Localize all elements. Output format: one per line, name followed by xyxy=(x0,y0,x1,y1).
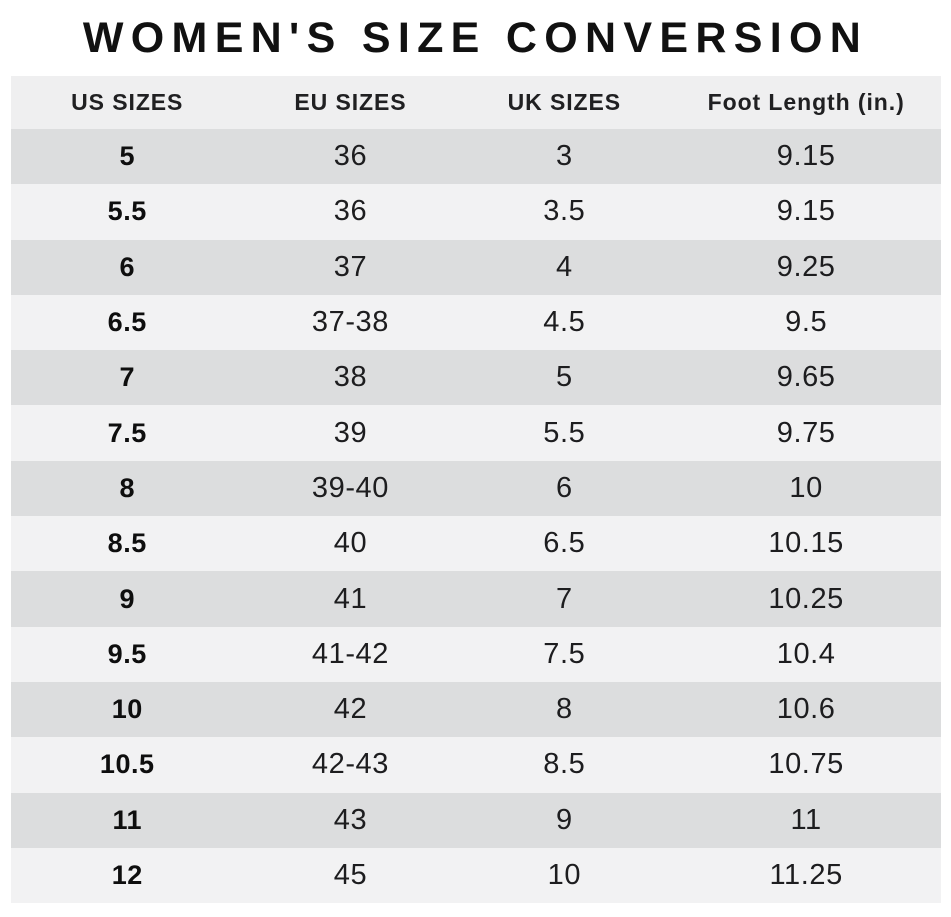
table-row: 12 45 10 11.25 xyxy=(11,847,941,904)
table-row: 6 37 4 9.25 xyxy=(11,239,941,295)
table-row: 8 39-40 6 10 xyxy=(11,460,941,517)
uk-size-cell: 6.5 xyxy=(543,527,586,560)
eu-size-cell: 41 xyxy=(333,582,368,615)
foot-length-cell: 9.65 xyxy=(776,361,836,394)
us-size-cell: 8.5 xyxy=(107,528,147,559)
foot-length-cell: 10.6 xyxy=(776,693,836,726)
eu-size-cell: 36 xyxy=(333,140,368,173)
us-size-cell: 6 xyxy=(119,251,136,282)
us-size-cell: 5.5 xyxy=(107,196,147,227)
uk-size-cell: 10 xyxy=(547,859,582,891)
foot-length-cell: 9.75 xyxy=(776,416,836,449)
foot-length-cell: 11 xyxy=(790,803,822,836)
column-header-foot-length: Foot Length (in.) xyxy=(707,89,905,115)
foot-length-cell: 10.25 xyxy=(768,582,844,615)
foot-length-cell: 10.4 xyxy=(776,637,836,670)
column-header-uk-sizes: UK SIZES xyxy=(507,89,622,115)
table-row: 5.5 36 3.5 9.15 xyxy=(11,184,941,240)
table-row: 11 43 9 11 xyxy=(11,792,941,848)
us-size-cell: 10.5 xyxy=(99,749,155,780)
uk-size-cell: 4 xyxy=(555,250,573,283)
us-size-cell: 8 xyxy=(119,472,136,503)
eu-size-cell: 39 xyxy=(333,416,368,449)
uk-size-cell: 8.5 xyxy=(543,748,586,781)
table-row: 8.5 40 6.5 10.15 xyxy=(11,516,941,572)
header-row: US SIZES EU SIZES UK SIZES Foot Length (… xyxy=(11,76,941,129)
eu-size-cell: 38 xyxy=(333,361,368,394)
us-size-cell: 9.5 xyxy=(107,638,147,669)
table-row: 9.5 41-42 7.5 10.4 xyxy=(11,626,941,682)
size-conversion-table: US SIZES EU SIZES UK SIZES Foot Length (… xyxy=(11,76,941,904)
uk-size-cell: 9 xyxy=(555,803,573,836)
eu-size-cell: 42-43 xyxy=(311,748,389,781)
eu-size-cell: 39-40 xyxy=(311,471,389,504)
table-row: 10.5 42-43 8.5 10.75 xyxy=(11,737,941,793)
foot-length-cell: 10.75 xyxy=(768,748,844,781)
eu-size-cell: 42 xyxy=(333,693,368,726)
table-row: 10 42 8 10.6 xyxy=(11,681,941,738)
uk-size-cell: 4.5 xyxy=(543,306,586,339)
table-header: US SIZES EU SIZES UK SIZES Foot Length (… xyxy=(11,76,941,129)
table-row: 7 38 5 9.65 xyxy=(11,350,941,406)
eu-size-cell: 40 xyxy=(333,527,368,560)
foot-length-cell: 9.25 xyxy=(776,250,836,283)
us-size-cell: 7.5 xyxy=(107,417,147,448)
uk-size-cell: 6 xyxy=(555,471,573,504)
us-size-cell: 11 xyxy=(112,804,143,835)
table-row: 6.5 37-38 4.5 9.5 xyxy=(11,294,941,351)
uk-size-cell: 5.5 xyxy=(543,416,586,449)
us-size-cell: 9 xyxy=(119,583,136,614)
table-row: 7.5 39 5.5 9.75 xyxy=(11,405,941,461)
table-body: 5 36 3 9.15 5.5 36 3.5 9.15 6 37 4 9.25 6.5 37-38 4.5 9… xyxy=(11,129,941,904)
us-size-cell: 6.5 xyxy=(107,307,147,338)
foot-length-cell: 11.25 xyxy=(769,859,843,891)
us-size-cell: 5 xyxy=(119,141,136,172)
uk-size-cell: 3 xyxy=(555,140,573,173)
table-row: 5 36 3 9.15 xyxy=(11,129,941,185)
eu-size-cell: 41-42 xyxy=(311,637,389,670)
uk-size-cell: 3.5 xyxy=(543,195,586,228)
us-size-cell: 7 xyxy=(119,362,136,393)
us-size-cell: 10 xyxy=(111,694,143,725)
column-header-us-sizes: US SIZES xyxy=(71,89,184,115)
foot-length-cell: 9.5 xyxy=(785,306,828,339)
uk-size-cell: 5 xyxy=(555,361,573,394)
eu-size-cell: 37 xyxy=(333,250,368,283)
us-size-cell: 12 xyxy=(111,860,143,890)
page-title: WOMEN'S SIZE CONVERSION xyxy=(82,14,869,62)
column-header-eu-sizes: EU SIZES xyxy=(294,89,407,115)
foot-length-cell: 10.15 xyxy=(768,527,844,560)
uk-size-cell: 7 xyxy=(555,582,573,615)
table-row: 9 41 7 10.25 xyxy=(11,571,941,627)
foot-length-cell: 9.15 xyxy=(776,195,836,228)
eu-size-cell: 43 xyxy=(333,803,368,836)
eu-size-cell: 45 xyxy=(333,859,368,891)
uk-size-cell: 8 xyxy=(555,693,573,726)
eu-size-cell: 37-38 xyxy=(311,306,389,339)
foot-length-cell: 9.15 xyxy=(776,140,836,173)
uk-size-cell: 7.5 xyxy=(543,637,586,670)
foot-length-cell: 10 xyxy=(789,471,823,504)
eu-size-cell: 36 xyxy=(333,195,368,228)
